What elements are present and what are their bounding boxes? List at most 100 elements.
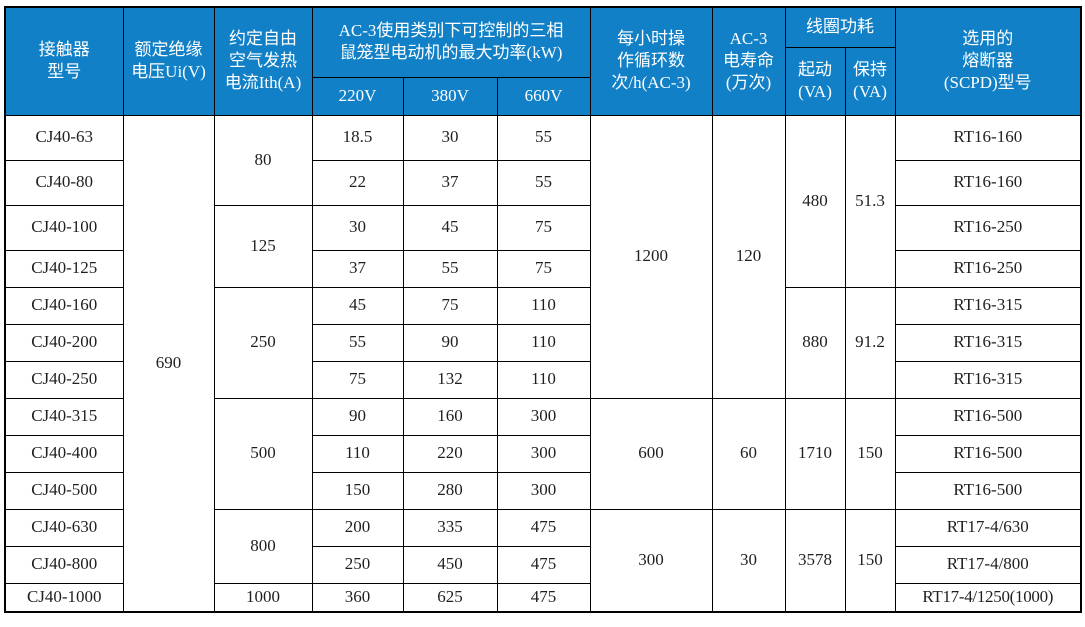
cell-life: 30 bbox=[711, 508, 786, 613]
cell-model: CJ40-1000 bbox=[4, 582, 124, 613]
table-row: CJ40-80 22 37 55 RT16-160 bbox=[4, 159, 1082, 206]
cell-kw380: 45 bbox=[402, 204, 498, 251]
cell-coil-start: 1710 bbox=[784, 397, 846, 510]
cell-coil-start: 3578 bbox=[784, 508, 846, 613]
cell-kw220: 360 bbox=[311, 582, 404, 613]
cell-kw220: 150 bbox=[311, 471, 404, 510]
header-ac3-max-power: AC-3使用类别下可控制的三相 鼠笼型电动机的最大功率(kW) bbox=[311, 6, 591, 78]
cell-ith: 1000 bbox=[213, 582, 313, 613]
table-row: CJ40-125 37 55 75 RT16-250 bbox=[4, 249, 1082, 288]
cell-kw380: 280 bbox=[402, 471, 498, 510]
cell-model: CJ40-500 bbox=[4, 471, 124, 510]
cell-kw220: 110 bbox=[311, 434, 404, 473]
cell-kw380: 75 bbox=[402, 286, 498, 325]
header-cycles-per-hour: 每小时操 作循环数 次/h(AC-3) bbox=[589, 6, 713, 116]
cell-fuse: RT16-315 bbox=[894, 360, 1082, 399]
cell-life: 120 bbox=[711, 114, 786, 399]
table-row: CJ40-630 800 200 335 475 300 30 3578 150… bbox=[4, 508, 1082, 613]
table-row: CJ40-160 250 45 75 110 880 91.2 RT16-315 bbox=[4, 286, 1082, 399]
cell-fuse: RT16-500 bbox=[894, 434, 1082, 473]
header-fuse: 选用的 熔断器 (SCPD)型号 bbox=[894, 6, 1082, 116]
cell-kw660: 55 bbox=[496, 114, 591, 161]
cell-coil-hold: 91.2 bbox=[844, 286, 896, 399]
cell-kw660: 110 bbox=[496, 323, 591, 362]
table-row: CJ40-500 150 280 300 RT16-500 bbox=[4, 471, 1082, 510]
cell-kw380: 220 bbox=[402, 434, 498, 473]
table-row: CJ40-200 55 90 110 RT16-315 bbox=[4, 323, 1082, 362]
cell-kw660: 475 bbox=[496, 545, 591, 584]
cell-model: CJ40-315 bbox=[4, 397, 124, 436]
cell-kw220: 18.5 bbox=[311, 114, 404, 161]
cell-cycles: 1200 bbox=[589, 114, 713, 399]
table-row: CJ40-63 690 80 18.5 30 55 1200 120 480 5… bbox=[4, 114, 1082, 613]
header-coil-power: 线圈功耗 bbox=[784, 6, 896, 48]
cell-kw220: 250 bbox=[311, 545, 404, 584]
cell-fuse: RT16-250 bbox=[894, 249, 1082, 288]
cell-kw660: 110 bbox=[496, 360, 591, 399]
cell-kw220: 55 bbox=[311, 323, 404, 362]
table-row: CJ40-800 250 450 475 RT17-4/800 bbox=[4, 545, 1082, 584]
cell-kw660: 75 bbox=[496, 204, 591, 251]
cell-ith: 800 bbox=[213, 508, 313, 584]
cell-kw380: 625 bbox=[402, 582, 498, 613]
header-contactor-model: 接触器 型号 bbox=[4, 6, 124, 116]
table-row: CJ40-1000 1000 360 625 475 RT17-4/1250(1… bbox=[4, 582, 1082, 613]
cell-cycles: 600 bbox=[589, 397, 713, 510]
cell-cycles: 300 bbox=[589, 508, 713, 613]
header-ac3-life: AC-3 电寿命 (万次) bbox=[711, 6, 786, 116]
cell-kw220: 90 bbox=[311, 397, 404, 436]
cell-model: CJ40-80 bbox=[4, 159, 124, 206]
header-220v: 220V bbox=[311, 76, 404, 116]
cell-ui-voltage: 690 bbox=[122, 114, 215, 613]
cell-coil-start: 880 bbox=[784, 286, 846, 399]
cell-model: CJ40-63 bbox=[4, 114, 124, 161]
cell-fuse: RT16-160 bbox=[894, 114, 1082, 161]
cell-kw660: 300 bbox=[496, 434, 591, 473]
cell-coil-hold: 150 bbox=[844, 508, 896, 613]
cell-kw660: 475 bbox=[496, 582, 591, 613]
cell-kw220: 45 bbox=[311, 286, 404, 325]
cell-ith: 125 bbox=[213, 204, 313, 288]
table-row: CJ40-250 75 132 110 RT16-315 bbox=[4, 360, 1082, 399]
header-coil-hold: 保持 (VA) bbox=[844, 46, 896, 116]
cell-model: CJ40-100 bbox=[4, 204, 124, 251]
header-coil-start: 起动 (VA) bbox=[784, 46, 846, 116]
cell-model: CJ40-400 bbox=[4, 434, 124, 473]
cell-model: CJ40-160 bbox=[4, 286, 124, 325]
table-row: CJ40-400 110 220 300 RT16-500 bbox=[4, 434, 1082, 473]
cell-kw380: 90 bbox=[402, 323, 498, 362]
contactor-spec-table: 接触器 型号 额定绝缘 电压Ui(V) 约定自由 空气发热 电流Ith(A) A… bbox=[4, 6, 1083, 613]
cell-kw660: 300 bbox=[496, 397, 591, 436]
cell-coil-hold: 51.3 bbox=[844, 114, 896, 288]
cell-kw380: 30 bbox=[402, 114, 498, 161]
cell-model: CJ40-200 bbox=[4, 323, 124, 362]
cell-kw660: 300 bbox=[496, 471, 591, 510]
cell-ith: 80 bbox=[213, 114, 313, 206]
cell-life: 60 bbox=[711, 397, 786, 510]
header-thermal-current: 约定自由 空气发热 电流Ith(A) bbox=[213, 6, 313, 116]
cell-kw380: 132 bbox=[402, 360, 498, 399]
cell-kw220: 30 bbox=[311, 204, 404, 251]
cell-fuse: RT16-500 bbox=[894, 397, 1082, 436]
cell-kw380: 160 bbox=[402, 397, 498, 436]
cell-kw660: 55 bbox=[496, 159, 591, 206]
cell-fuse: RT16-500 bbox=[894, 471, 1082, 510]
cell-kw380: 37 bbox=[402, 159, 498, 206]
cell-fuse: RT16-250 bbox=[894, 204, 1082, 251]
table-row: CJ40-100 125 30 45 75 RT16-250 bbox=[4, 204, 1082, 288]
cell-kw220: 200 bbox=[311, 508, 404, 547]
cell-fuse: RT16-315 bbox=[894, 323, 1082, 362]
cell-kw220: 22 bbox=[311, 159, 404, 206]
cell-coil-start: 480 bbox=[784, 114, 846, 288]
cell-fuse: RT17-4/1250(1000) bbox=[894, 582, 1082, 613]
header-rated-insulation-voltage: 额定绝缘 电压Ui(V) bbox=[122, 6, 215, 116]
table-body: CJ40-63 690 80 18.5 30 55 1200 120 480 5… bbox=[4, 114, 1082, 613]
cell-fuse: RT16-315 bbox=[894, 286, 1082, 325]
cell-fuse: RT17-4/800 bbox=[894, 545, 1082, 584]
table-header: 接触器 型号 额定绝缘 电压Ui(V) 约定自由 空气发热 电流Ith(A) A… bbox=[4, 6, 1082, 116]
cell-kw220: 75 bbox=[311, 360, 404, 399]
cell-kw220: 37 bbox=[311, 249, 404, 288]
cell-fuse: RT17-4/630 bbox=[894, 508, 1082, 547]
cell-kw660: 110 bbox=[496, 286, 591, 325]
cell-ith: 500 bbox=[213, 397, 313, 510]
